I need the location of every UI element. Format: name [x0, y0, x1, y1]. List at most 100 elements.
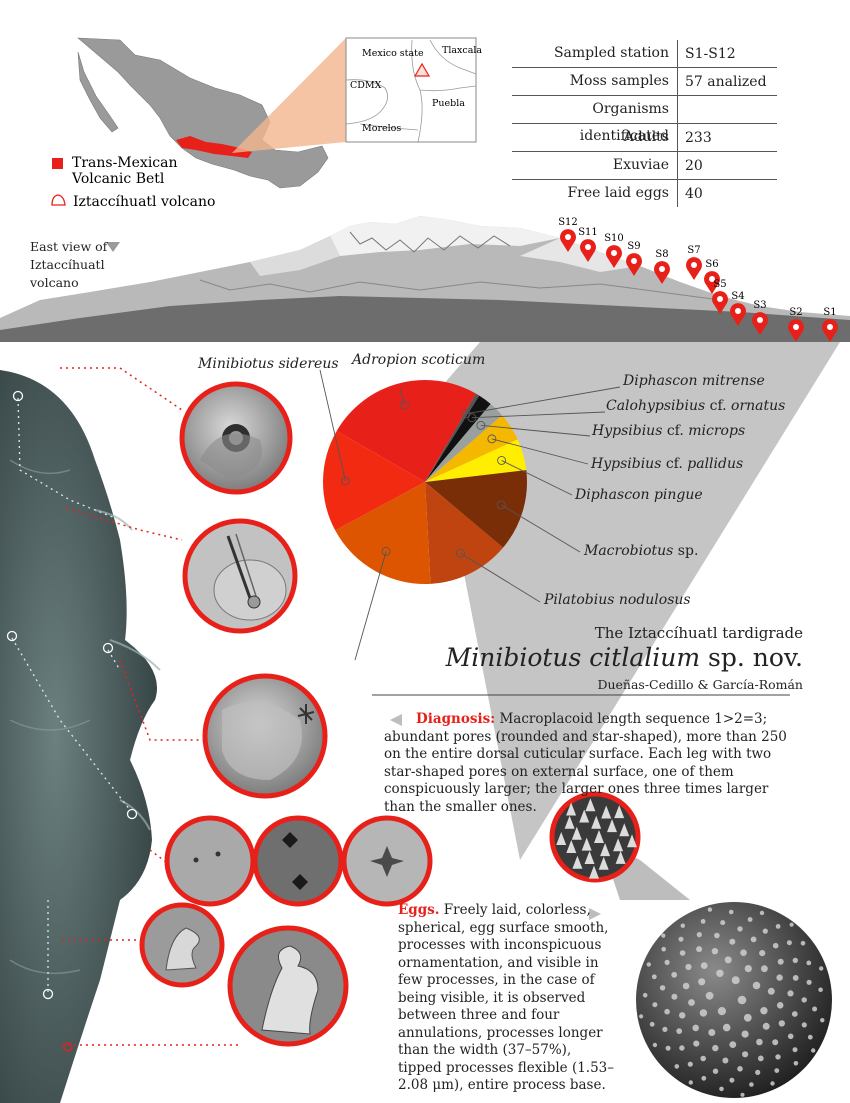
station-label: S7 [687, 245, 700, 256]
eggs-text: Freely laid, colorless, spherical, egg s… [398, 902, 615, 1093]
station-pin-icon: S3 [752, 300, 769, 335]
inset-label: Mexico state [362, 48, 424, 59]
station-pin-icon: S6 [704, 259, 720, 294]
diagnosis-label: Diagnosis: [416, 711, 496, 727]
species-pie-chart [323, 380, 527, 584]
pie-leader [471, 411, 606, 419]
zoom-wedge [232, 38, 346, 153]
focus-wedge [430, 342, 840, 860]
station-pin-icon: S8 [654, 249, 670, 284]
tardigrade-body [0, 370, 157, 1103]
pie-slice [425, 415, 518, 482]
pie-slice [335, 482, 431, 584]
table-label: Sampled station [512, 40, 678, 67]
pie-slice [425, 439, 527, 482]
station-pin-icon: S7 [686, 245, 702, 280]
station-label: S5 [713, 279, 726, 290]
label-mitrense: Diphascon mitrense [623, 373, 765, 389]
pie-leader [501, 460, 573, 496]
pie-marker [496, 500, 506, 510]
table-row: Sampled station S1-S12 [512, 40, 777, 67]
pie-marker [381, 546, 391, 556]
sem-cuticle-image [202, 673, 328, 799]
station-label: S4 [731, 291, 744, 302]
claw-images [139, 902, 349, 1047]
sem-pore-image [179, 381, 293, 495]
table-value: 40 [685, 185, 703, 202]
table-value: 57 analized [685, 73, 767, 90]
eggs-paragraph: Eggs. Freely laid, colorless, spherical,… [353, 902, 618, 1095]
egg-closeup-image [549, 791, 641, 883]
station-label: S10 [604, 233, 624, 244]
station-pin-icon: S1 [821, 307, 838, 342]
station-label: S3 [753, 300, 766, 311]
station-label: S12 [558, 217, 578, 228]
table-label: Moss samples [512, 68, 678, 95]
station-label: S9 [627, 241, 640, 252]
pie-marker [487, 434, 497, 444]
table-label: Organisms identificated [512, 96, 678, 144]
caption-line: volcano [30, 275, 79, 290]
pie-leader [399, 387, 405, 406]
caption-line: Iztaccíhuatl [30, 257, 105, 272]
volcano-caption: East view of Iztaccíhuatl volcano [30, 238, 107, 292]
species-heading: The Iztaccíhuatl tardigrade Minibiotus c… [446, 624, 803, 692]
lower-graphics [0, 342, 840, 1103]
table-row: Adults 233 [512, 123, 777, 151]
label-ornatus: Calohypsibius cf. ornatus [606, 398, 786, 414]
legend-belt-line1: Trans-Mexican [72, 155, 178, 171]
volcano-marker-icon [413, 62, 431, 77]
station-pin-icon: S2 [788, 307, 804, 342]
table-label: Free laid eggs [512, 180, 678, 207]
table-row: Free laid eggs 40 [512, 179, 777, 207]
pie-marker [399, 400, 409, 410]
table-value: 233 [685, 129, 712, 146]
lm-buccal-image [182, 518, 298, 634]
volcano-outline-icon [51, 194, 66, 206]
heading-line1: The Iztaccíhuatl tardigrade [594, 624, 803, 642]
inset-label: Tlaxcala [442, 45, 482, 56]
pie-slice [425, 470, 527, 548]
pie-leader [319, 369, 346, 481]
station-pin-icon: S11 [578, 227, 598, 262]
station-label: S6 [705, 259, 718, 270]
pie-slice [323, 431, 425, 531]
pie-marker [456, 548, 465, 558]
pie-leader [460, 552, 541, 603]
diagnosis-text: Macroplacoid length sequence 1>2=3; abun… [384, 711, 787, 815]
table-row: Moss samples 57 analized [512, 67, 777, 95]
stats-table: Sampled station S1-S12 Moss samples 57 anal… [512, 40, 777, 207]
pie-slice [425, 393, 480, 482]
station-pin-icon: S10 [604, 233, 624, 268]
pie-marker [340, 476, 350, 486]
inset-label: CDMX [350, 80, 382, 91]
station-label: S8 [655, 249, 668, 260]
table-label: Adults [512, 124, 678, 151]
pie-leader [491, 438, 589, 465]
table-value: 20 [685, 157, 703, 174]
station-pin-icon: S4 [730, 291, 746, 326]
pie-leader [480, 424, 591, 437]
species-suffix: sp. nov. [700, 643, 803, 672]
legend-belt-line2: Volcanic Betl [71, 171, 165, 187]
station-pin-icon: S9 [626, 241, 642, 276]
station-pin-icon: S12 [558, 217, 578, 252]
table-row: Exuviae 20 [512, 151, 777, 179]
red-square-icon [52, 158, 63, 169]
label-sidereus: Minibiotus sidereus [198, 356, 339, 372]
station-label: S11 [578, 227, 598, 238]
diagnosis-paragraph: Diagnosis: Macroplacoid length sequence … [384, 711, 794, 816]
station-label: S1 [823, 307, 836, 318]
egg-image [636, 902, 832, 1098]
connector-lines [60, 367, 240, 1046]
legend-volcano: Iztaccíhuatl volcano [73, 194, 215, 210]
pie-leader [500, 504, 581, 553]
station-pin-icon: S5 [712, 279, 729, 314]
triangle-left-icon [390, 714, 402, 726]
species-name: Minibiotus citlalium [445, 643, 701, 672]
table-value: S1-S12 [685, 45, 736, 62]
eggs-label: Eggs. [398, 902, 440, 918]
pie-leader [465, 386, 621, 415]
pie-slice [425, 482, 504, 584]
station-label: S2 [789, 307, 802, 318]
